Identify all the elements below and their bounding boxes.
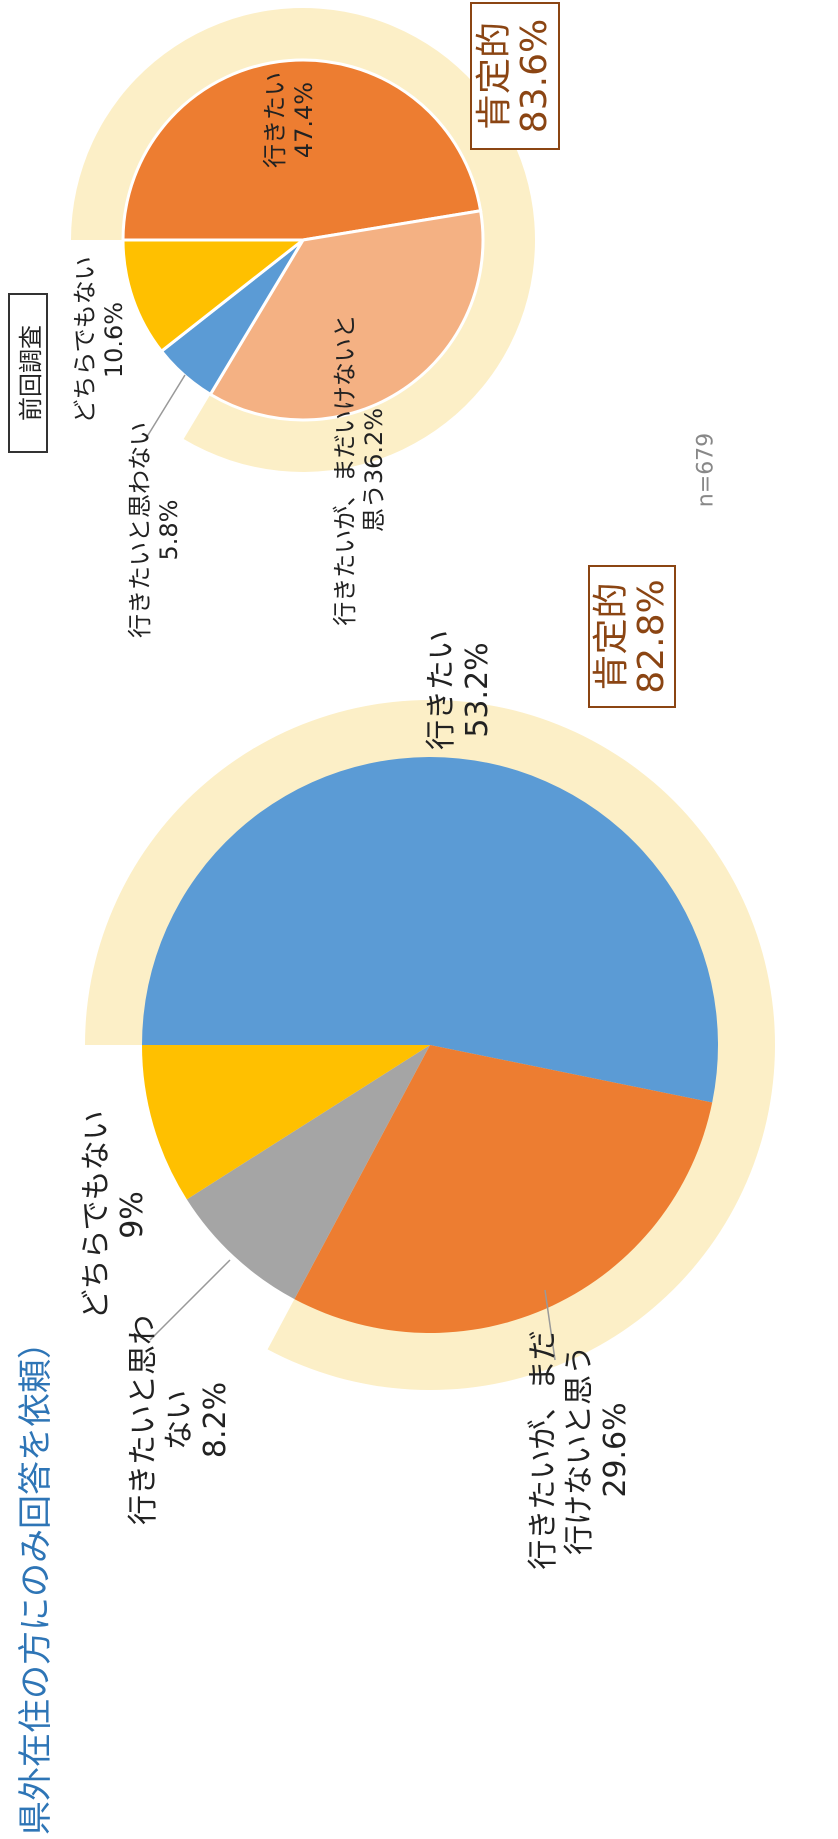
page: {"chart_data": [ {"type": "pie", "title"…: [0, 0, 838, 1839]
value-label: 36.2%: [360, 408, 388, 484]
slice-label: 行きたいが、まだいけないと 思う36.2%: [331, 314, 389, 626]
sample-note: n=679: [694, 433, 719, 507]
category-label: どちらでもない: [79, 1110, 114, 1319]
positive-value-label: 82.8%: [632, 579, 672, 693]
slide: 行きたい53.2%行きたいが、まだ 行けないと思う29.6%行きたいと思わ ない…: [0, 0, 838, 1839]
category-label: どちらでもない: [71, 256, 99, 423]
subtitle: 前回調査: [8, 293, 48, 453]
value-label: 5.8%: [155, 422, 184, 638]
category-label: 行きたいが、まだ 行けないと思う: [526, 1330, 597, 1569]
value-label: 9%: [115, 1110, 151, 1319]
category-label: 行きたいと思わ ない: [126, 1315, 197, 1525]
positive-label: 肯定的: [475, 22, 515, 130]
value-label: 29.6%: [598, 1330, 634, 1569]
value-label: 47.4%: [290, 72, 319, 168]
positive-label: 肯定的: [592, 583, 632, 691]
category-label: 行きたい: [424, 630, 459, 750]
category-label: 行きたい: [261, 72, 289, 168]
value-label: 8.2%: [198, 1315, 234, 1525]
value-label: 10.6%: [100, 256, 129, 423]
value-label: 53.2%: [460, 630, 496, 750]
positive-value-label: 83.6%: [515, 19, 555, 133]
chart-title: 県外在住の方にのみ回答を依頼）: [8, 1325, 57, 1835]
category-label: 行きたいと思わない: [126, 422, 154, 638]
